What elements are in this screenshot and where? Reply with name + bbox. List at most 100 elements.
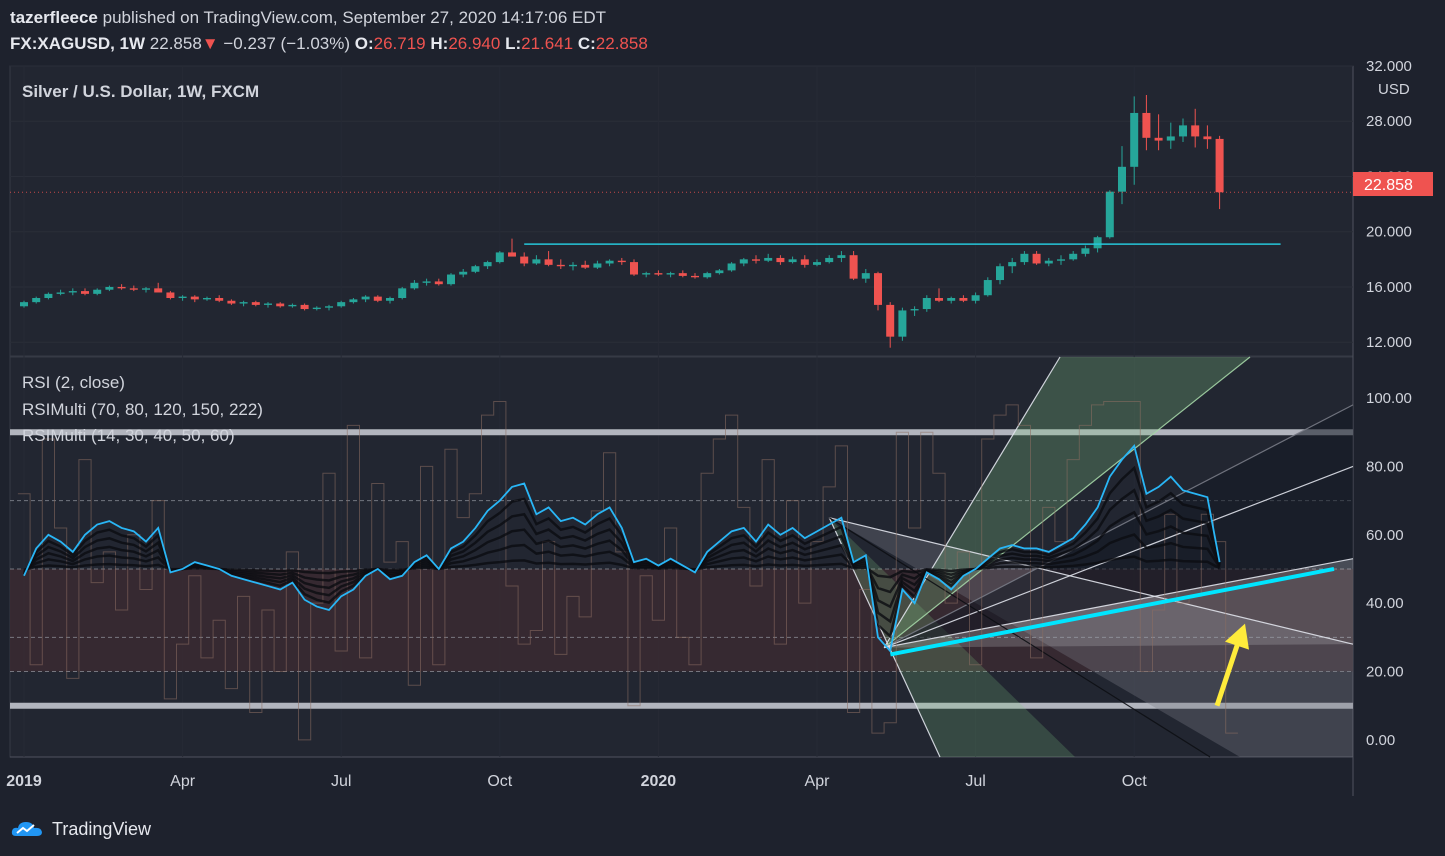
fan-zone-green-down bbox=[829, 517, 1075, 757]
time-tick-label: Jul bbox=[331, 773, 351, 790]
candle-body bbox=[386, 298, 394, 301]
candle-body bbox=[983, 280, 992, 296]
rsi-legend-1: RSIMulti (70, 80, 120, 150, 222) bbox=[22, 400, 263, 419]
candle-body bbox=[1069, 253, 1078, 260]
candle-body bbox=[190, 296, 199, 300]
candle-body bbox=[1118, 166, 1126, 192]
drawings bbox=[890, 567, 1335, 707]
candle-body bbox=[288, 304, 297, 307]
candle-body bbox=[642, 273, 651, 275]
candle-body bbox=[532, 259, 541, 264]
author-name[interactable]: tazerfleece bbox=[10, 8, 98, 27]
candle-body bbox=[32, 298, 41, 303]
candle-body bbox=[117, 286, 126, 289]
high-label: H: bbox=[430, 34, 449, 53]
symbol-label: FX:XAGUSD, 1W bbox=[10, 34, 146, 53]
candle-body bbox=[703, 273, 712, 278]
price-tick-label: 12.000 bbox=[1366, 334, 1412, 351]
down-arrow-icon: ▼ bbox=[201, 34, 219, 53]
candle-body bbox=[678, 273, 687, 276]
cyan-trend-line bbox=[890, 567, 1335, 657]
candle-body bbox=[874, 273, 882, 305]
candle-body bbox=[349, 299, 358, 303]
candle-body bbox=[898, 310, 907, 337]
fan-line bbox=[883, 404, 1354, 649]
candle-body bbox=[617, 260, 626, 263]
candle-body bbox=[764, 257, 773, 261]
candle-body bbox=[1093, 237, 1102, 249]
candle-body bbox=[849, 255, 858, 279]
candle-body bbox=[556, 264, 565, 267]
candle-body bbox=[739, 259, 748, 264]
footer-brand[interactable]: TradingView bbox=[52, 818, 152, 839]
candle-body bbox=[910, 309, 919, 311]
price-pane-title: Silver / U.S. Dollar, 1W, FXCM bbox=[22, 82, 259, 101]
candle-body bbox=[68, 291, 77, 293]
candle-body bbox=[922, 298, 931, 310]
candle-body bbox=[691, 275, 699, 278]
candle-body bbox=[434, 281, 443, 285]
candle-body bbox=[715, 270, 724, 274]
candle-body bbox=[471, 266, 480, 272]
rsi-lines bbox=[17, 400, 1238, 741]
yellow-arrow-shaft bbox=[1214, 638, 1242, 707]
candle-body bbox=[1154, 137, 1163, 141]
time-tick-label: 2019 bbox=[6, 773, 42, 790]
tradingview-cloud-icon[interactable] bbox=[10, 818, 44, 840]
candle-body bbox=[996, 266, 1004, 281]
candle-body bbox=[788, 259, 797, 263]
candle-body bbox=[1032, 253, 1041, 264]
candle-body bbox=[56, 292, 65, 294]
candle-body bbox=[886, 304, 895, 337]
candle-body bbox=[520, 256, 529, 264]
candle-body bbox=[276, 303, 285, 307]
candle-body bbox=[239, 302, 248, 304]
candle-body bbox=[1191, 125, 1200, 137]
candle-body bbox=[947, 298, 956, 301]
candle-body bbox=[1044, 260, 1053, 264]
rsi-legend-0: RSI (2, close) bbox=[22, 373, 125, 392]
last-price: 22.858 bbox=[149, 34, 202, 53]
rsi-tick-label: 40.00 bbox=[1366, 595, 1404, 612]
candle-body bbox=[93, 289, 102, 294]
candle-body bbox=[1166, 136, 1175, 141]
candle-body bbox=[203, 298, 211, 300]
candle-body bbox=[861, 273, 870, 279]
rsi-tick-label: 60.00 bbox=[1366, 527, 1404, 544]
candle-body bbox=[178, 296, 187, 298]
candle-body bbox=[166, 292, 175, 298]
candle-body bbox=[44, 293, 53, 298]
currency-box bbox=[1368, 78, 1418, 100]
currency-label: USD bbox=[1378, 81, 1410, 98]
rsi-tick-label: 100.00 bbox=[1366, 390, 1412, 407]
rsimulti-band-line bbox=[23, 555, 1221, 579]
last-price-tag bbox=[1353, 172, 1433, 196]
fan-line bbox=[829, 517, 1354, 645]
candle-body bbox=[105, 286, 114, 290]
candle-body bbox=[776, 257, 785, 263]
candle-body bbox=[215, 298, 224, 301]
candle-body bbox=[495, 252, 504, 263]
candle-body bbox=[337, 302, 346, 307]
candle-body bbox=[1020, 253, 1029, 263]
price-pane[interactable] bbox=[9, 65, 1354, 357]
candle-body bbox=[300, 304, 309, 310]
fan-line bbox=[883, 558, 1354, 649]
rsi-tick-label: 20.00 bbox=[1366, 664, 1404, 681]
candle-body bbox=[361, 296, 370, 300]
time-tick-label: Oct bbox=[487, 773, 512, 790]
candle-body bbox=[398, 288, 407, 298]
candle-body bbox=[1105, 191, 1114, 238]
candle-body bbox=[837, 255, 846, 258]
candle-body bbox=[373, 296, 382, 301]
candles bbox=[10, 95, 1353, 348]
fan-line bbox=[883, 356, 1061, 648]
candle-body bbox=[20, 302, 28, 307]
candle-body bbox=[1081, 248, 1090, 254]
candle-body bbox=[1203, 136, 1212, 140]
candle-body bbox=[959, 298, 968, 301]
fan-line bbox=[883, 465, 1354, 649]
candle-body bbox=[935, 298, 943, 301]
price-tick-label: 32.000 bbox=[1366, 58, 1412, 75]
